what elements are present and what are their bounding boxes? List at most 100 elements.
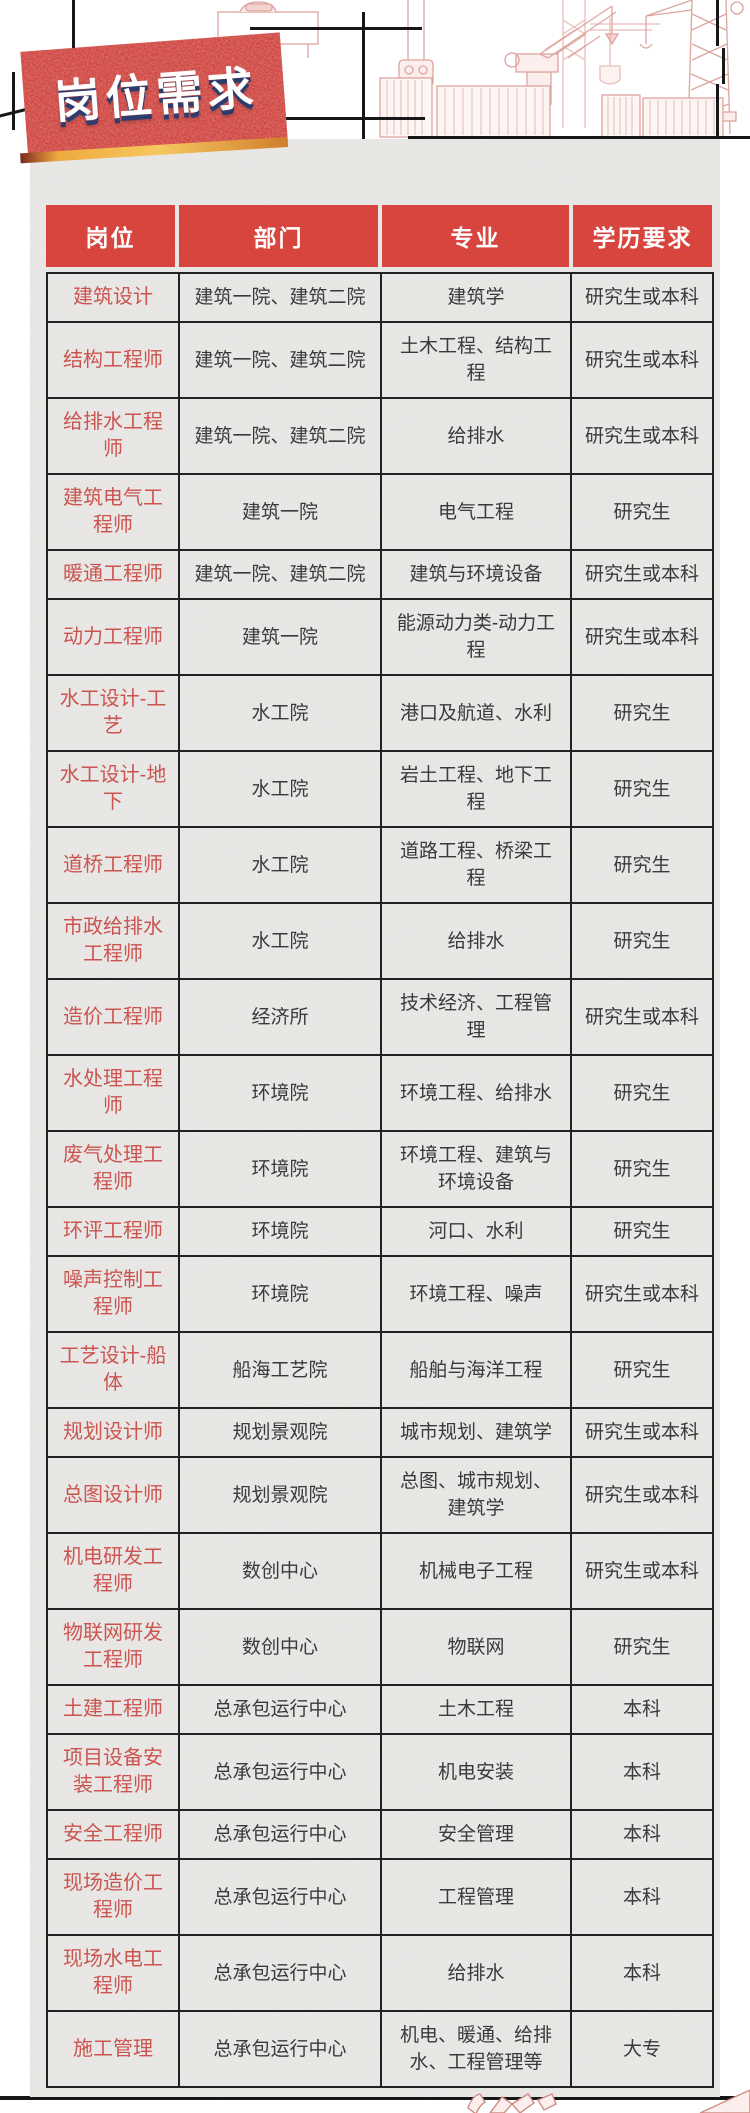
- crop-mark-line: [250, 27, 422, 30]
- education-cell: 研究生或本科: [570, 272, 714, 323]
- position-cell: 噪声控制工程师: [46, 1255, 180, 1333]
- crop-mark-line: [12, 72, 15, 130]
- table-row: 水工设计-地下 水工院 岩土工程、地下工程 研究生: [46, 750, 714, 828]
- education-cell: 研究生: [570, 750, 714, 828]
- major-cell: 给排水: [380, 902, 572, 980]
- column-header: 专业: [382, 205, 569, 267]
- major-cell: 环境工程、噪声: [380, 1255, 572, 1333]
- department-cell: 水工院: [178, 826, 382, 904]
- education-cell: 研究生或本科: [570, 397, 714, 475]
- major-cell: 土木工程: [380, 1684, 572, 1735]
- department-cell: 环境院: [178, 1206, 382, 1257]
- department-cell: 总承包运行中心: [178, 1684, 382, 1735]
- position-cell: 造价工程师: [46, 978, 180, 1056]
- department-cell: 总承包运行中心: [178, 1733, 382, 1811]
- education-cell: 大专: [570, 2010, 714, 2088]
- table-row: 物联网研发工程师 数创中心 物联网 研究生: [46, 1608, 714, 1686]
- position-cell: 道桥工程师: [46, 826, 180, 904]
- table-row: 机电研发工程师 数创中心 机械电子工程 研究生或本科: [46, 1532, 714, 1610]
- department-cell: 规划景观院: [178, 1407, 382, 1458]
- tower-crane-art: [639, 0, 744, 135]
- major-cell: 机械电子工程: [380, 1532, 572, 1610]
- major-cell: 岩土工程、地下工程: [380, 750, 572, 828]
- education-cell: 研究生或本科: [570, 549, 714, 600]
- education-cell: 研究生: [570, 1331, 714, 1409]
- banner-title: 岗位需求: [52, 61, 261, 129]
- table-row: 安全工程师 总承包运行中心 安全管理 本科: [46, 1809, 714, 1860]
- table-row: 建筑电气工程师 建筑一院 电气工程 研究生: [46, 473, 714, 551]
- department-cell: 规划景观院: [178, 1456, 382, 1534]
- position-cell: 建筑设计: [46, 272, 180, 323]
- major-cell: 建筑学: [380, 272, 572, 323]
- table-row: 环评工程师 环境院 河口、水利 研究生: [46, 1206, 714, 1257]
- department-cell: 总承包运行中心: [178, 1934, 382, 2012]
- department-cell: 数创中心: [178, 1532, 382, 1610]
- department-cell: 环境院: [178, 1255, 382, 1333]
- major-cell: 机电安装: [380, 1733, 572, 1811]
- education-cell: 研究生或本科: [570, 1456, 714, 1534]
- department-cell: 建筑一院、建筑二院: [178, 397, 382, 475]
- mast-grab-art: [562, 0, 660, 128]
- major-cell: 船舶与海洋工程: [380, 1331, 572, 1409]
- position-cell: 项目设备安装工程师: [46, 1733, 180, 1811]
- position-cell: 结构工程师: [46, 321, 180, 399]
- table-row: 现场造价工程师 总承包运行中心 工程管理 本科: [46, 1858, 714, 1936]
- table-row: 市政给排水工程师 水工院 给排水 研究生: [46, 902, 714, 980]
- position-cell: 市政给排水工程师: [46, 902, 180, 980]
- education-cell: 研究生或本科: [570, 978, 714, 1056]
- department-cell: 建筑一院: [178, 598, 382, 676]
- education-cell: 本科: [570, 1934, 714, 2012]
- column-header: 岗位: [46, 205, 175, 267]
- position-cell: 现场水电工程师: [46, 1934, 180, 2012]
- table-row: 建筑设计 建筑一院、建筑二院 建筑学 研究生或本科: [46, 272, 714, 323]
- education-cell: 本科: [570, 1684, 714, 1735]
- department-cell: 建筑一院: [178, 473, 382, 551]
- major-cell: 机电、暖通、给排水、工程管理等: [380, 2010, 572, 2088]
- major-cell: 安全管理: [380, 1809, 572, 1860]
- department-cell: 总承包运行中心: [178, 2010, 382, 2088]
- page-bottom-line: [0, 2096, 750, 2100]
- major-cell: 河口、水利: [380, 1206, 572, 1257]
- position-cell: 水处理工程师: [46, 1054, 180, 1132]
- crop-mark-line: [277, 117, 425, 120]
- jobs-table: 岗位 部门 专业 学历要求 建筑设计 建筑一院、建筑二院 建筑学 研究生或本科 结构工程师 建筑…: [46, 205, 714, 2088]
- table-row: 现场水电工程师 总承包运行中心 给排水 本科: [46, 1934, 714, 2012]
- column-header: 学历要求: [573, 205, 712, 267]
- hook-block-art: [398, 0, 434, 101]
- major-cell: 道路工程、桥梁工程: [380, 826, 572, 904]
- table-row: 总图设计师 规划景观院 总图、城市规划、建筑学 研究生或本科: [46, 1456, 714, 1534]
- table-row: 废气处理工程师 环境院 环境工程、建筑与环境设备 研究生: [46, 1130, 714, 1208]
- department-cell: 建筑一院、建筑二院: [178, 272, 382, 323]
- position-cell: 物联网研发工程师: [46, 1608, 180, 1686]
- jobs-table-grid: 建筑设计 建筑一院、建筑二院 建筑学 研究生或本科 结构工程师 建筑一院、建筑二院 土木工程…: [46, 272, 714, 2088]
- position-cell: 水工设计-地下: [46, 750, 180, 828]
- position-cell: 现场造价工程师: [46, 1858, 180, 1936]
- major-cell: 环境工程、给排水: [380, 1054, 572, 1132]
- department-cell: 环境院: [178, 1054, 382, 1132]
- table-row: 给排水工程师 建筑一院、建筑二院 给排水 研究生或本科: [46, 397, 714, 475]
- department-cell: 水工院: [178, 674, 382, 752]
- education-cell: 本科: [570, 1809, 714, 1860]
- major-cell: 总图、城市规划、建筑学: [380, 1456, 572, 1534]
- table-row: 施工管理 总承包运行中心 机电、暖通、给排水、工程管理等 大专: [46, 2010, 714, 2088]
- position-cell: 工艺设计-船体: [46, 1331, 180, 1409]
- page-frame-right-line: [716, 0, 719, 46]
- position-cell: 施工管理: [46, 2010, 180, 2088]
- education-cell: 研究生: [570, 1130, 714, 1208]
- major-cell: 建筑与环境设备: [380, 549, 572, 600]
- container-ribs-art: [386, 80, 715, 135]
- education-cell: 研究生或本科: [570, 1255, 714, 1333]
- position-cell: 动力工程师: [46, 598, 180, 676]
- table-row: 结构工程师 建筑一院、建筑二院 土木工程、结构工程 研究生或本科: [46, 321, 714, 399]
- department-cell: 船海工艺院: [178, 1331, 382, 1409]
- position-cell: 环评工程师: [46, 1206, 180, 1257]
- department-cell: 数创中心: [178, 1608, 382, 1686]
- major-cell: 港口及航道、水利: [380, 674, 572, 752]
- position-cell: 给排水工程师: [46, 397, 180, 475]
- position-cell: 水工设计-工艺: [46, 674, 180, 752]
- major-cell: 城市规划、建筑学: [380, 1407, 572, 1458]
- education-cell: 研究生: [570, 826, 714, 904]
- position-cell: 总图设计师: [46, 1456, 180, 1534]
- education-cell: 研究生: [570, 1608, 714, 1686]
- position-cell: 建筑电气工程师: [46, 473, 180, 551]
